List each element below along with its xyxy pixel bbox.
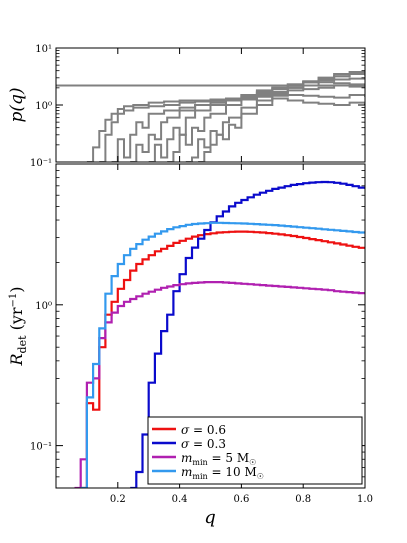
bottom-series-line-0 (80, 230, 365, 488)
bottom-x-axis-label: q (204, 507, 216, 528)
bottom-series-line-1 (130, 180, 365, 488)
legend: σ = 0.6 σ = 0.3 mmin = 5 M☉ mmin = 10 M☉ (147, 416, 363, 485)
bottom-series-line-2 (74, 281, 365, 488)
bottom-x-tick-label-2: 0.6 (233, 494, 249, 505)
bottom-x-tick-label-0: 0.2 (110, 494, 126, 505)
top-series-line-4 (148, 77, 365, 162)
top-panel: 10¹ 10⁰ 10⁻¹ p(q) (7, 44, 366, 169)
top-series-line-1 (99, 94, 365, 162)
top-series-line-5 (167, 73, 365, 162)
legend-label-sigma-06: σ = 0.6 (181, 423, 226, 437)
legend-label-mmin-5: mmin = 5 M☉ (181, 451, 256, 467)
bottom-series-line-3 (80, 221, 365, 488)
top-series-line-6 (185, 73, 365, 162)
bottom-x-tick-label-3: 0.8 (295, 494, 311, 505)
top-y-tick-label-2: 10⁻¹ (30, 158, 52, 169)
bottom-y-axis-label: Rdet (yr−1) (7, 286, 29, 366)
top-y-tick-label-0: 10¹ (35, 44, 52, 55)
legend-label-mmin-10: mmin = 10 M☉ (181, 465, 264, 481)
legend-box (147, 416, 363, 485)
top-y-tick-label-1: 10⁰ (35, 101, 52, 112)
legend-label-sigma-03: σ = 0.3 (181, 437, 226, 451)
bottom-panel-frame (55, 163, 366, 489)
bottom-y-tick-label-1: 10⁻¹ (30, 442, 52, 453)
bottom-panel: 10⁰ 10⁻¹ 0.2 0.4 0.6 0.8 1.0 Rdet (yr−1) q (7, 163, 373, 528)
bottom-x-tick-label-1: 0.4 (172, 494, 188, 505)
top-series-line-7 (198, 71, 365, 162)
bottom-x-tick-label-4: 1.0 (357, 494, 373, 505)
bottom-y-tick-label-0: 10⁰ (35, 301, 52, 312)
top-y-axis-label: p(q) (7, 87, 27, 122)
